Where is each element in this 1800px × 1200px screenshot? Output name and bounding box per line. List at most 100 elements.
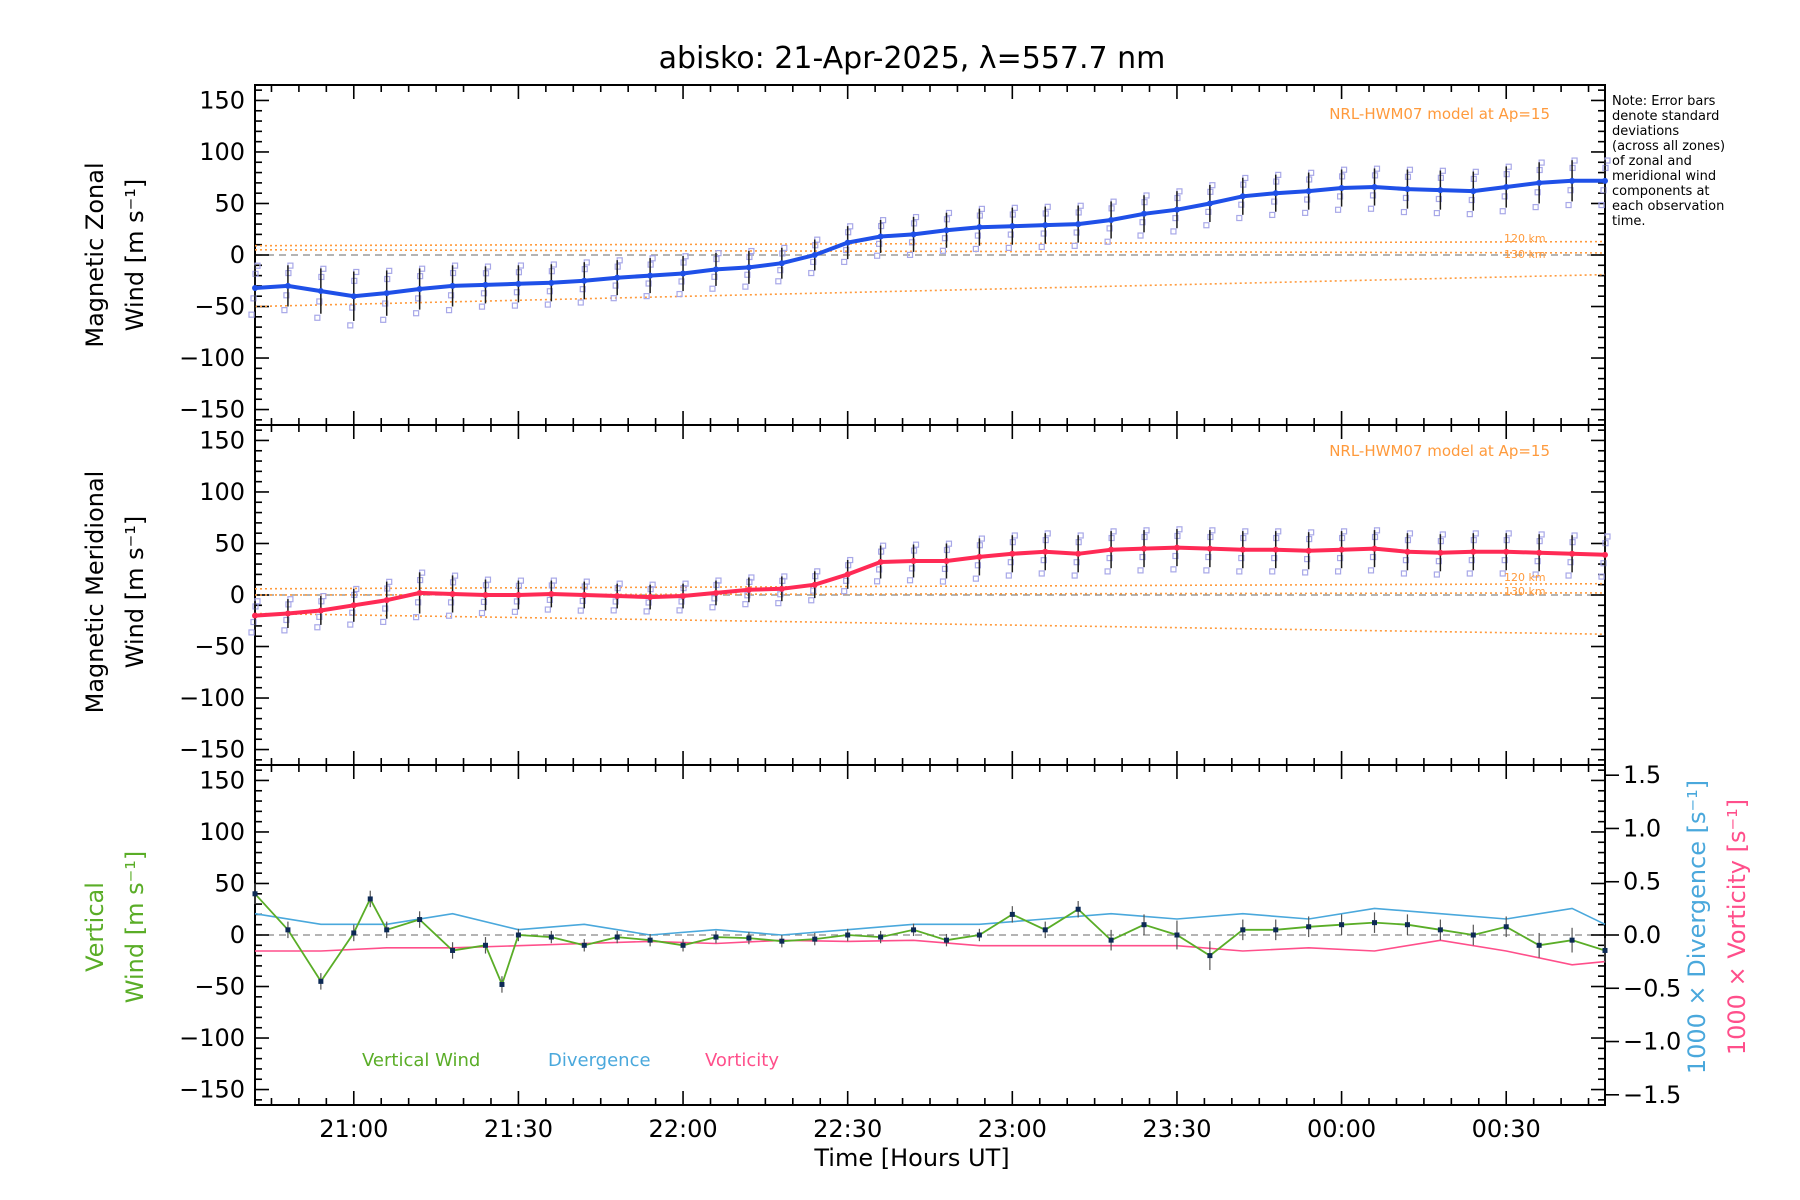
zone-data-point	[1073, 229, 1080, 236]
right-axis-tick-label: 0.5	[1623, 868, 1661, 896]
zone-data-point	[1334, 568, 1342, 575]
zone-data-point	[513, 289, 521, 296]
zonal-wind-point	[548, 279, 555, 286]
zone-data-point	[1005, 572, 1012, 579]
vertical-wind-point	[581, 942, 587, 948]
zone-data-point	[447, 292, 455, 299]
zone-data-point	[1501, 557, 1508, 564]
x-tick-label: 00:30	[1472, 1115, 1541, 1143]
zone-data-point	[248, 311, 255, 318]
zone-data-point	[1336, 554, 1344, 562]
zone-data-point	[478, 609, 486, 617]
zone-data-point	[974, 232, 981, 239]
meridional-wind-point	[647, 594, 654, 601]
vertical-wind-point	[614, 934, 620, 940]
zone-data-point	[1205, 553, 1212, 561]
zone-data-point	[711, 595, 718, 602]
zone-data-point	[1367, 567, 1375, 574]
zone-data-point	[1600, 187, 1607, 194]
zone-data-point	[349, 304, 356, 311]
vertical-ylabel-line2: Wind [m s⁻¹]	[121, 851, 149, 1003]
meridional-wind-point	[284, 610, 291, 617]
vertical-wind-point	[1075, 906, 1081, 912]
x-tick-label: 22:00	[648, 1115, 717, 1143]
zonal-wind-point	[1437, 187, 1444, 194]
zone-data-point	[1400, 208, 1408, 216]
zonal-wind-point	[1042, 222, 1049, 229]
y-tick-label: 150	[199, 766, 245, 794]
vertical-wind-point	[779, 938, 785, 944]
zone-data-point	[1499, 570, 1506, 577]
vertical-wind-point	[1372, 920, 1378, 926]
vorticity-axis-label: 1000 × Vorticity [s⁻¹]	[1723, 799, 1751, 1055]
zone-data-point	[1598, 573, 1605, 580]
zonal-wind-point	[1602, 177, 1608, 184]
zone-data-point	[1400, 570, 1408, 577]
zone-data-point	[413, 310, 420, 317]
meridional-wind-point	[1108, 546, 1115, 553]
zonal-wind-point	[1503, 184, 1510, 190]
zone-data-point	[1534, 558, 1541, 565]
zonal-ylabel-line2: Wind [m s⁻¹]	[121, 179, 149, 331]
zone-data-point	[1271, 554, 1278, 562]
zone-data-point	[281, 307, 288, 314]
zone-data-point	[1435, 558, 1442, 565]
vertical-wind-point	[548, 934, 554, 940]
zonal-wind-point	[712, 266, 719, 273]
zone-data-point	[941, 235, 949, 242]
zonal-wind-point	[515, 280, 522, 287]
zonal-wind-point	[317, 288, 324, 295]
zone-data-point	[843, 577, 850, 584]
zone-data-point	[281, 627, 288, 634]
zone-data-point	[314, 314, 321, 321]
meridional-model-label: NRL-HWM07 model at Ap=15	[1329, 442, 1550, 460]
zone-data-point	[974, 562, 981, 569]
zonal-wind-point	[1338, 185, 1345, 192]
note-line: time.	[1612, 214, 1646, 229]
right-axis-tick-label: 1.0	[1623, 814, 1661, 842]
zonal-wind-point	[1009, 223, 1016, 230]
zone-data-point	[1271, 198, 1278, 205]
zone-data-point	[1104, 238, 1111, 245]
vorticity-line	[255, 939, 1606, 966]
y-tick-label: −100	[179, 1024, 245, 1052]
vertical-wind-point	[1306, 924, 1312, 930]
zone-data-point	[1433, 209, 1440, 217]
zonal-wind-point	[1305, 188, 1312, 195]
meridional-wind-point	[317, 607, 324, 614]
zone-data-point	[577, 299, 584, 306]
model-curve	[254, 612, 1606, 635]
zonal-wind-point	[416, 286, 423, 292]
right-axis-tick-label: 1.5	[1623, 761, 1661, 789]
zone-data-point	[1304, 555, 1311, 563]
zonal-wind-point	[745, 264, 752, 271]
y-tick-label: 150	[199, 426, 245, 454]
zone-data-point	[1466, 211, 1473, 218]
zone-data-point	[939, 247, 947, 254]
vertical-panel: 150 100 50 0 −50 −100 −150 1.5 1.0 0.5 0.0 −0.5 −1.0…	[179, 761, 1681, 1143]
y-tick-label: −100	[179, 684, 245, 712]
y-tick-label: −50	[194, 973, 245, 1001]
zonal-wind-point	[1075, 221, 1082, 228]
meridional-wind-point	[252, 612, 258, 619]
vertical-wind-point	[812, 936, 818, 942]
zone-data-point	[1137, 567, 1144, 574]
zone-data-point	[874, 578, 881, 585]
meridional-wind-point	[548, 590, 555, 597]
meridional-wind-point	[581, 592, 588, 598]
zone-data-point	[649, 581, 656, 588]
y-tick-label: 0	[230, 241, 245, 269]
vertical-wind-point	[482, 942, 488, 948]
zone-data-point	[906, 251, 914, 259]
zonal-model-label: NRL-HWM07 model at Ap=15	[1329, 105, 1550, 123]
zone-data-point	[1565, 572, 1572, 579]
zone-data-point	[843, 246, 850, 254]
meridional-wind-point	[712, 589, 719, 596]
meridional-wind-point	[482, 592, 489, 598]
vertical-wind-point	[318, 978, 324, 984]
zone-data-point	[1402, 194, 1410, 202]
zone-data-point	[513, 598, 521, 605]
zonal-120km-label: 120 km	[1504, 232, 1546, 245]
meridional-wind-point	[1338, 546, 1345, 553]
error-bar-note: Note: Error bars denote standard deviati…	[1612, 94, 1792, 229]
